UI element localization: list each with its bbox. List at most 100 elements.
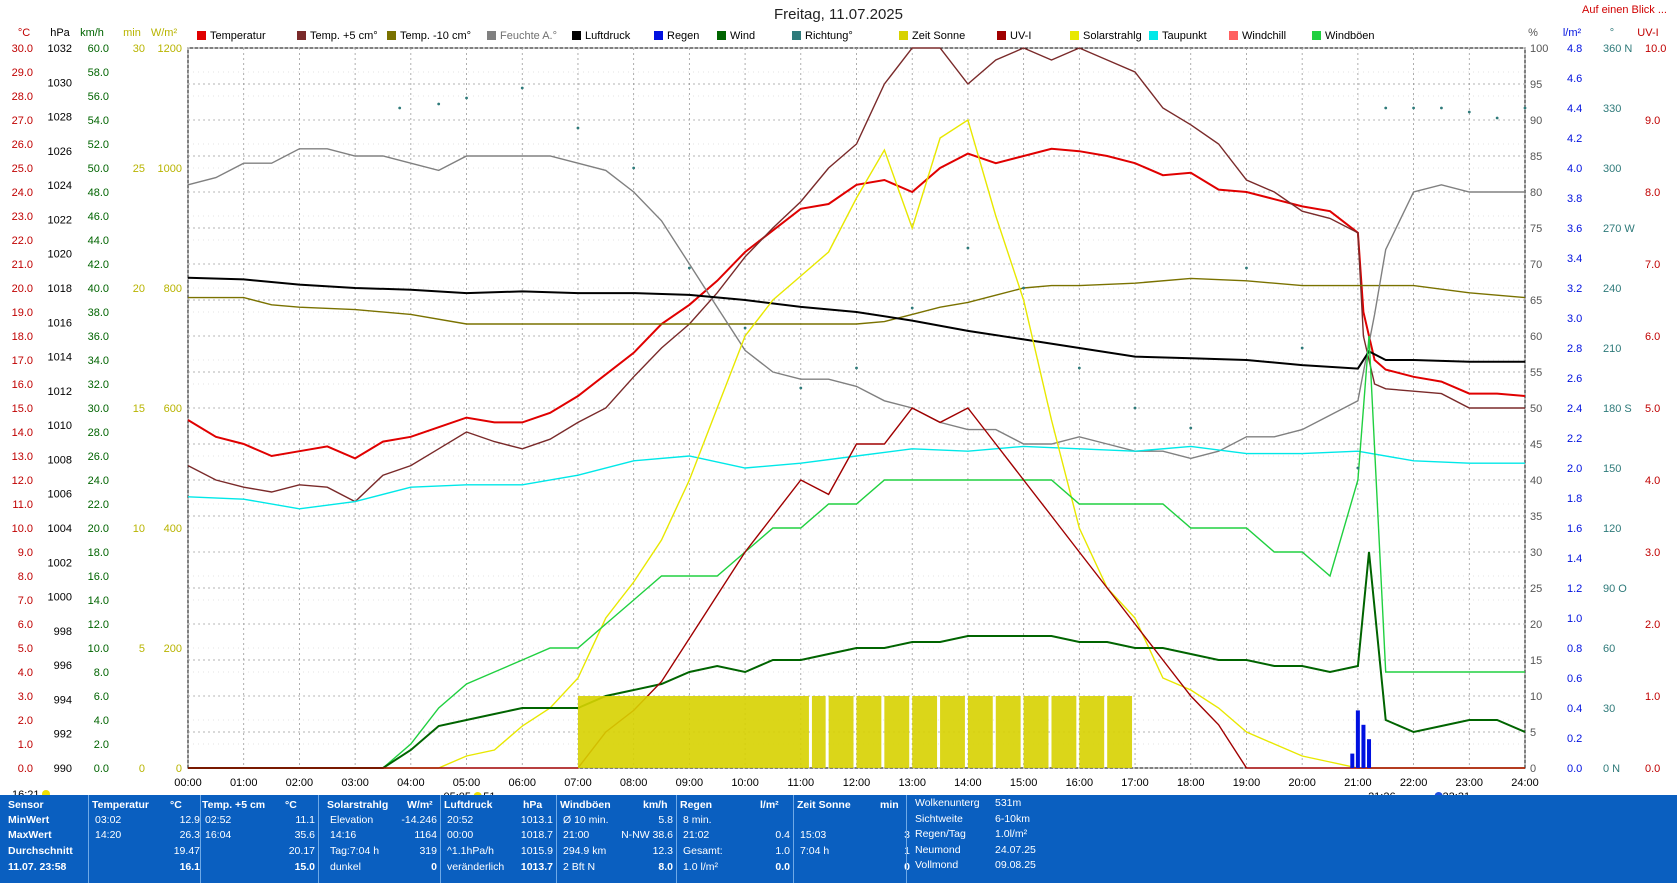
y-tick-label-temp: 18.0 [12, 331, 33, 343]
legend-item: Solarstrahlg [1070, 30, 1142, 43]
sun-small-icon [42, 790, 50, 795]
y-tick-label-dir: 150 [1603, 463, 1621, 475]
stat-label: 2 Bft N [563, 861, 596, 873]
y-tick-label-temp: 30.0 [12, 43, 33, 55]
y-tick-label-temp: 26.0 [12, 139, 33, 151]
axis-unit: ° [1610, 27, 1614, 39]
extra-value: 09.08.25 [995, 859, 1036, 871]
y-tick-label-temp: 20.0 [12, 283, 33, 295]
legend-swatch [387, 31, 396, 40]
rain-bar [1350, 753, 1355, 768]
y-tick-label-wind: 6.0 [94, 691, 109, 703]
y-tick-label-temp: 19.0 [12, 307, 33, 319]
y-tick-label-press: 1014 [48, 352, 72, 364]
x-tick-label: 03:00 [341, 777, 369, 789]
extra-label: Neumond [915, 843, 961, 856]
y-tick-label-solar: 200 [164, 643, 182, 655]
stat-label: 21:02 [683, 829, 710, 841]
y-tick-label-press: 998 [54, 626, 72, 638]
stat-column-unit: km/h [643, 799, 668, 811]
extra-value: 1.0l/m² [995, 828, 1028, 840]
y-tick-label-wind: 48.0 [88, 187, 109, 199]
y-tick-label-wind: 52.0 [88, 139, 109, 151]
y-tick-label-dir: 120 [1603, 523, 1621, 535]
legend-item: Luftdruck [572, 30, 630, 43]
y-tick-label-dir: 240 [1603, 283, 1621, 295]
stat-value: 0.0 [775, 861, 790, 873]
y-tick-label-temp: 15.0 [12, 403, 33, 415]
legend-label: Windböen [1325, 30, 1375, 42]
stat-label: dunkel [330, 861, 361, 873]
y-tick-label-temp: 24.0 [12, 187, 33, 199]
y-tick-label-dir: 210 [1603, 343, 1621, 355]
y-tick-label-wind: 8.0 [94, 667, 109, 679]
y-tick-label-wind: 4.0 [94, 715, 109, 727]
y-tick-label-pct: 80 [1530, 187, 1542, 199]
direction-point [1077, 366, 1081, 370]
y-tick-label-wind: 12.0 [88, 619, 109, 631]
rain-bar [1355, 710, 1360, 768]
legend-item: Windchill [1229, 30, 1286, 43]
y-tick-label-rain: 1.2 [1567, 583, 1582, 595]
stat-value: 5.8 [658, 814, 673, 826]
y-tick-label-wind: 30.0 [88, 403, 109, 415]
y-tick-label-temp: 3.0 [18, 691, 33, 703]
y-tick-label-wind: 60.0 [88, 43, 109, 55]
x-tick-label: 19:00 [1233, 777, 1261, 789]
y-tick-label-wind: 58.0 [88, 67, 109, 79]
legend-label: UV-I [1010, 30, 1032, 42]
y-tick-label-rain: 2.6 [1567, 373, 1582, 385]
direction-point [1356, 466, 1360, 470]
legend-label: Temp. +5 cm° [310, 30, 378, 42]
y-tick-label-rain: 4.2 [1567, 133, 1582, 145]
direction-point [966, 246, 970, 250]
y-tick-label-pct: 70 [1530, 259, 1542, 271]
y-tick-label-uv: 5.0 [1645, 403, 1660, 415]
y-tick-label-solar: 0 [176, 763, 182, 775]
y-tick-label-wind: 42.0 [88, 259, 109, 271]
direction-point [910, 306, 914, 310]
y-tick-label-pct: 55 [1530, 367, 1542, 379]
stat-label: Elevation [330, 814, 374, 826]
legend-item: Taupunkt [1149, 30, 1207, 43]
x-tick-label: 21:00 [1344, 777, 1372, 789]
stat-label: 7:04 h [800, 845, 830, 857]
legend-label: Wind [730, 30, 756, 42]
y-tick-label-uv: 7.0 [1645, 259, 1660, 271]
y-tick-label-wind: 32.0 [88, 379, 109, 391]
y-tick-label-wind: 34.0 [88, 355, 109, 367]
y-tick-label-rain: 2.0 [1567, 463, 1582, 475]
stat-value: 12.3 [652, 845, 673, 857]
series-line-luftdruck [187, 276, 1525, 370]
stat-column-unit: min [880, 799, 899, 811]
legend-label: Zeit Sonne [912, 30, 966, 42]
y-tick-label-press: 1018 [48, 283, 72, 295]
y-tick-label-wind: 14.0 [88, 595, 109, 607]
sunrise-suffix: 51 [483, 791, 495, 795]
chart-title: Freitag, 11.07.2025 [774, 6, 903, 23]
legend-item: Feuchte A.° [487, 30, 557, 43]
overview-link[interactable]: Auf einen Blick ... [1582, 4, 1667, 16]
direction-point [1189, 426, 1193, 430]
x-tick-label: 14:00 [954, 777, 982, 789]
y-tick-label-wind: 16.0 [88, 571, 109, 583]
extra-label: Regen/Tag [915, 828, 966, 840]
direction-point [576, 126, 580, 130]
y-tick-label-press: 1016 [48, 317, 72, 329]
y-tick-label-wind: 36.0 [88, 331, 109, 343]
stat-separator [440, 795, 441, 883]
y-tick-label-wind: 26.0 [88, 451, 109, 463]
legend-item: Temperatur [197, 30, 266, 43]
y-tick-label-min: 25 [133, 163, 145, 175]
legend-label: Regen [667, 30, 700, 42]
stat-separator [793, 795, 794, 883]
stat-value: 0 [904, 861, 910, 873]
y-tick-label-pct: 75 [1530, 223, 1542, 235]
y-tick-label-press: 1032 [48, 43, 72, 55]
y-tick-label-press: 1008 [48, 454, 72, 466]
x-tick-label: 18:00 [1177, 777, 1205, 789]
y-tick-label-press: 1030 [48, 77, 72, 89]
y-tick-label-temp: 12.0 [12, 475, 33, 487]
legend-item: Richtung° [792, 30, 853, 43]
legend-label: Luftdruck [585, 30, 631, 42]
